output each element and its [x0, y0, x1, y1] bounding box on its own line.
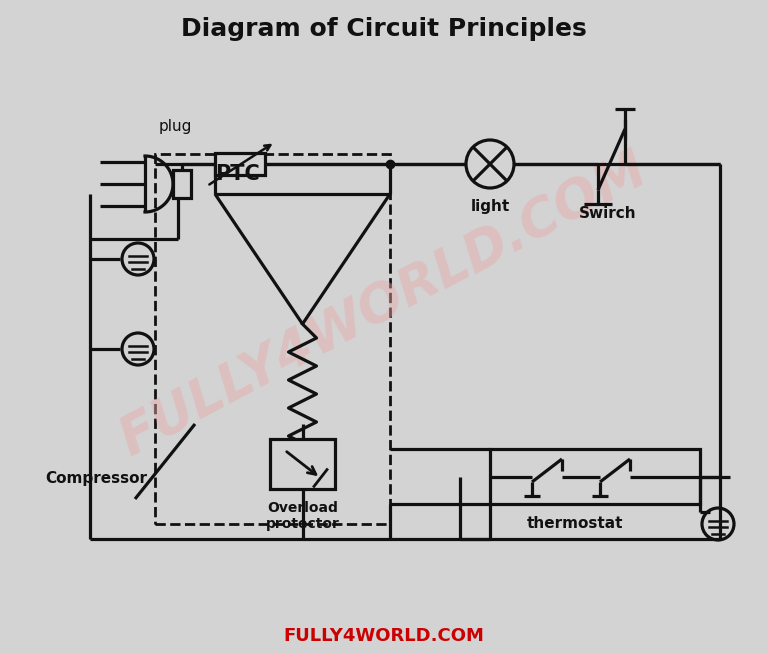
Text: Diagram of Circuit Principles: Diagram of Circuit Principles: [181, 17, 587, 41]
Bar: [215, 153, 265, 175]
Text: plug: plug: [158, 119, 192, 134]
Text: PTC: PTC: [215, 164, 260, 184]
Text: protector: protector: [266, 517, 339, 531]
Bar: [490, 449, 700, 504]
Text: Compressor: Compressor: [45, 472, 147, 487]
Circle shape: [466, 140, 514, 188]
Bar: [270, 439, 335, 489]
Text: Swirch: Swirch: [579, 207, 637, 222]
Text: light: light: [470, 199, 510, 213]
Bar: [155, 154, 390, 524]
Text: FULLY4WORLD.COM: FULLY4WORLD.COM: [111, 143, 657, 466]
Text: thermostat: thermostat: [527, 516, 624, 531]
Text: FULLY4WORLD.COM: FULLY4WORLD.COM: [283, 627, 485, 645]
Bar: [173, 170, 191, 198]
Text: Overload: Overload: [267, 501, 338, 515]
